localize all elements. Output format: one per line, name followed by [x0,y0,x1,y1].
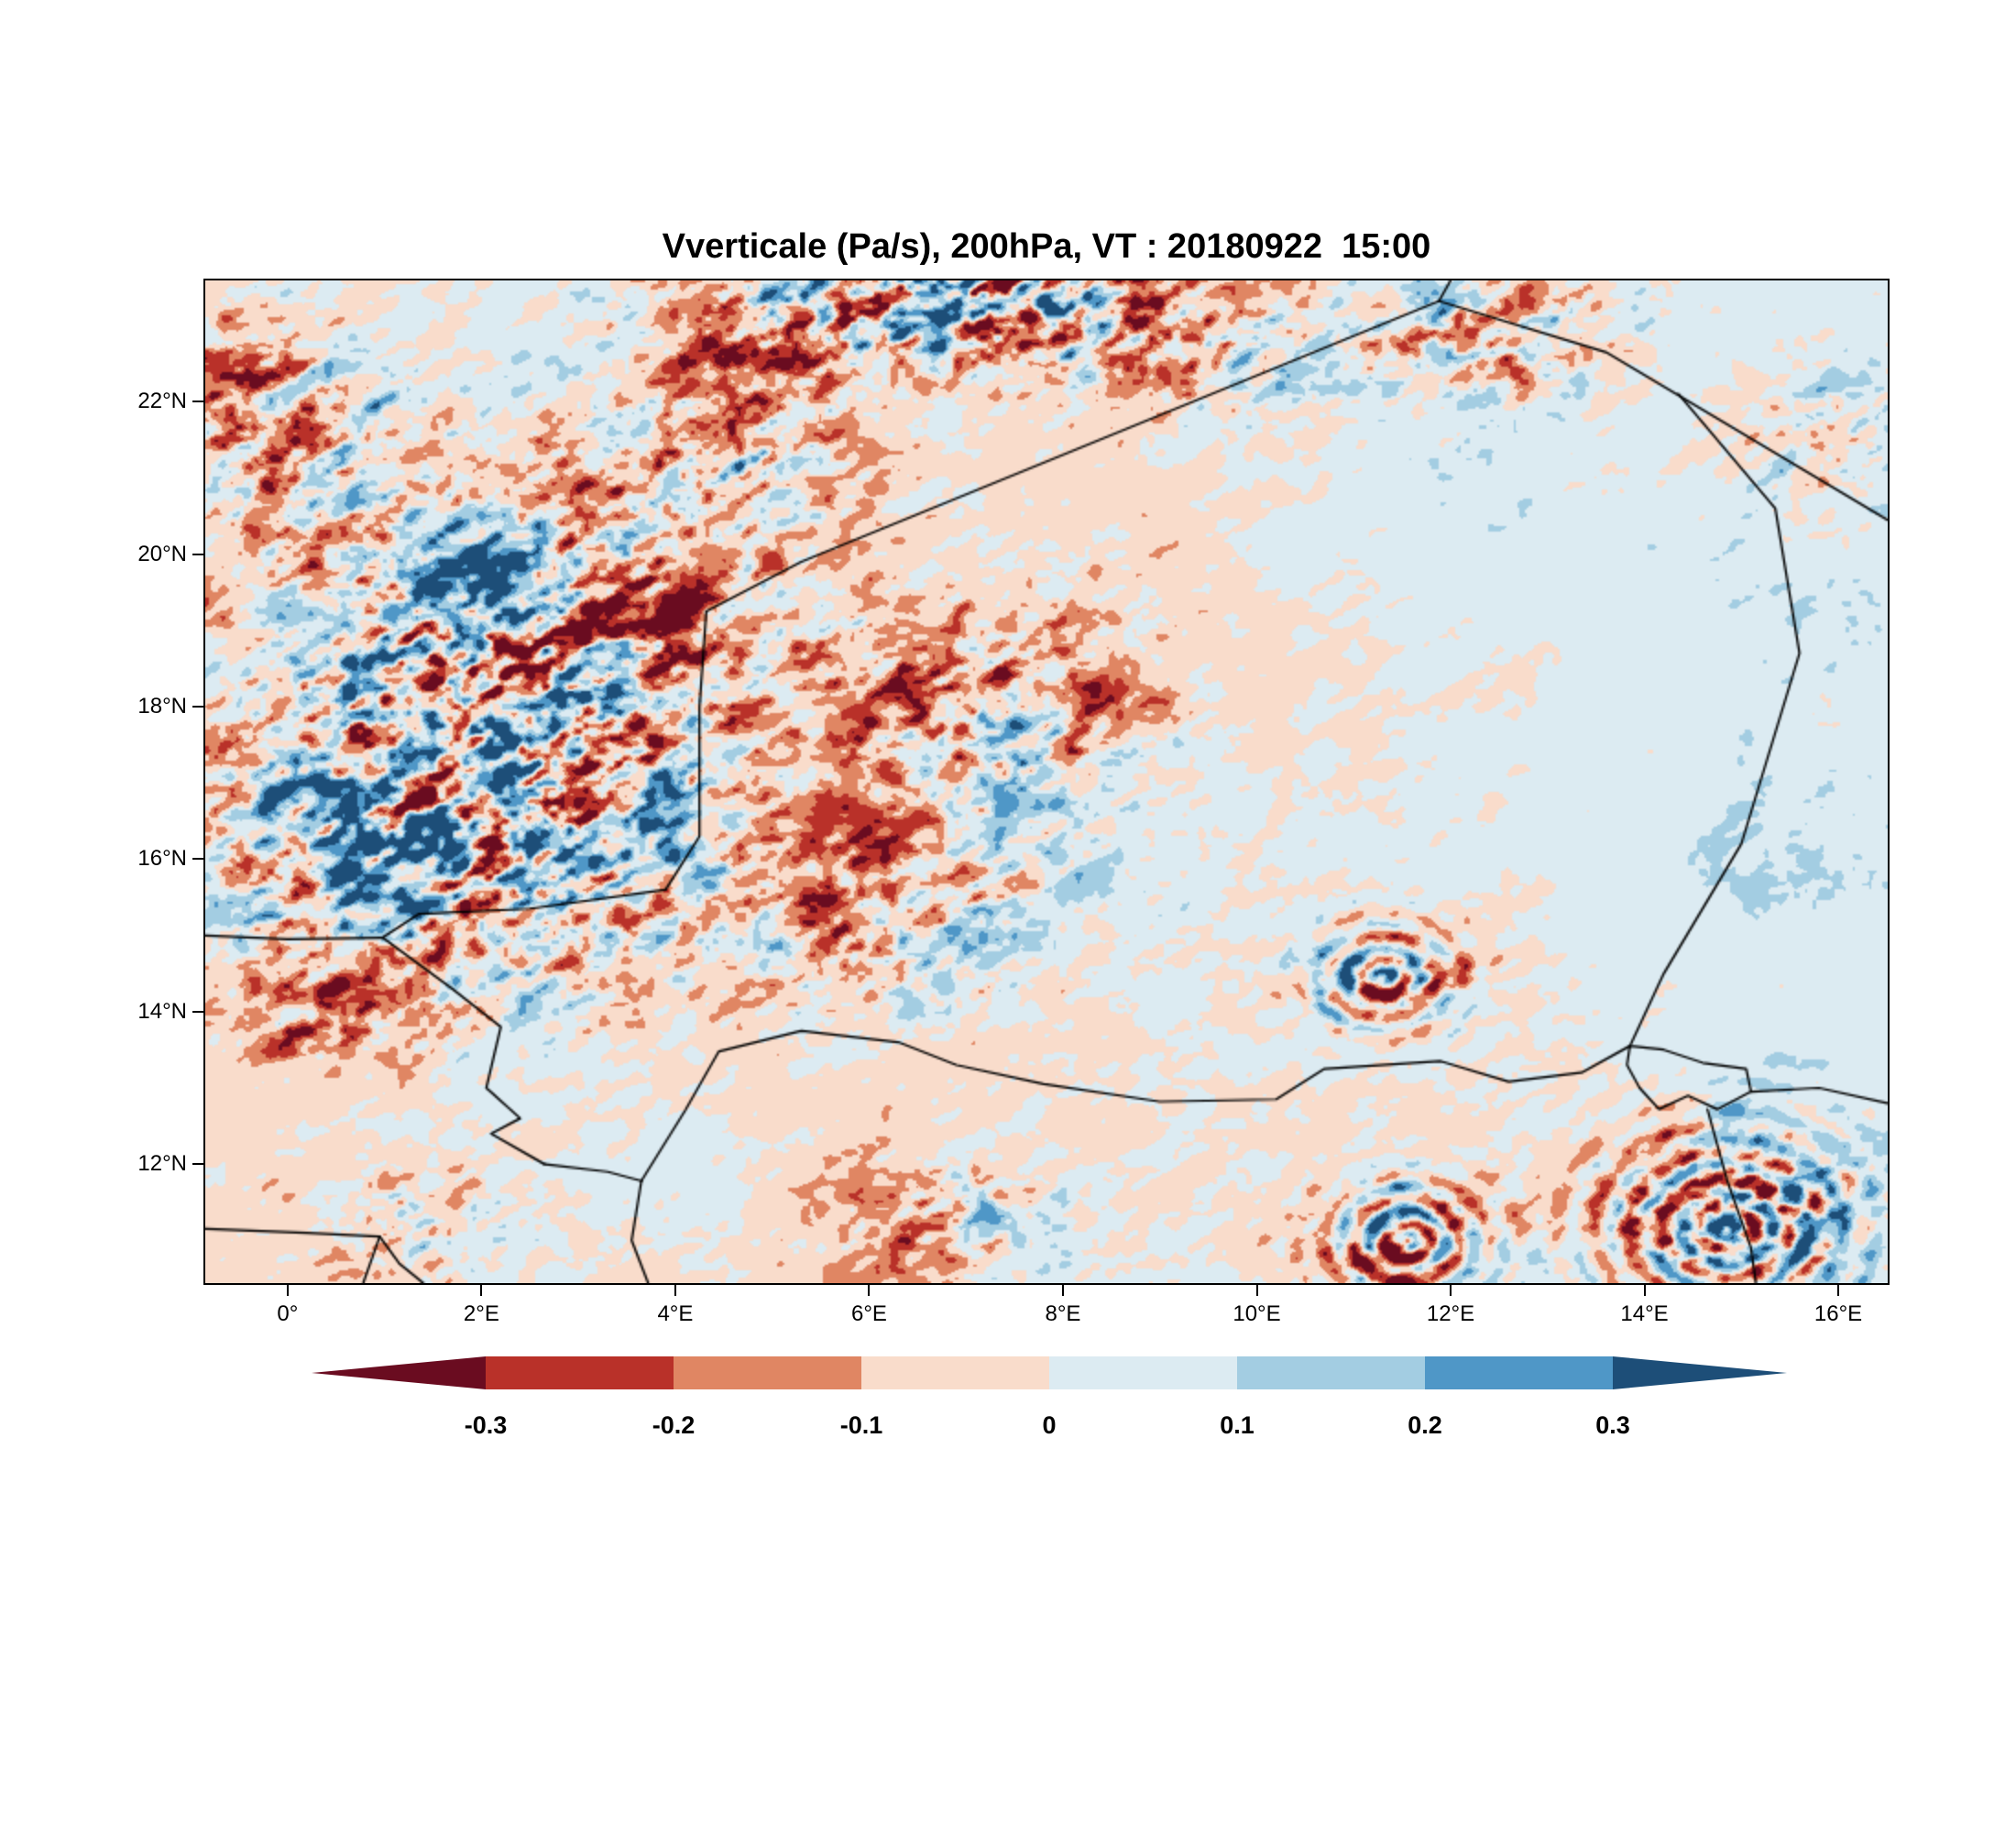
y-tick-label: 18°N [137,694,187,719]
colorbar-tick-label: -0.2 [652,1411,696,1439]
colorbar-segment [1613,1356,1787,1389]
x-axis-tick [480,1285,483,1296]
y-tick-label: 14°N [137,998,187,1024]
colorbar-segment [1425,1356,1613,1389]
x-tick-label: 2°E [463,1301,499,1326]
x-axis-tick [868,1285,871,1296]
colorbar-tick-label: -0.3 [464,1411,508,1439]
y-tick-label: 12°N [137,1151,187,1177]
colorbar-tick-label: 0.2 [1408,1411,1442,1439]
x-tick-label: 12°E [1426,1301,1475,1326]
y-tick-label: 22°N [137,389,187,414]
colorbar-tick-label: 0.1 [1220,1411,1255,1439]
y-tick-label: 16°N [137,846,187,872]
y-axis-tick [192,553,203,555]
x-axis-tick [674,1285,676,1296]
chart-title: Vverticale (Pa/s), 200hPa, VT : 20180922… [662,227,1431,266]
x-tick-label: 4°E [657,1301,694,1326]
y-axis-tick [192,858,203,861]
x-axis-tick [1450,1285,1452,1296]
colorbar-tick-label: 0.3 [1595,1411,1630,1439]
x-axis-tick [1061,1285,1064,1296]
colorbar-segment [312,1356,486,1389]
map-plot-area [203,279,1890,1285]
x-tick-label: 14°E [1620,1301,1669,1326]
x-axis-tick [1837,1285,1840,1296]
colorbar [312,1356,1787,1389]
colorbar-tick-label: 0 [1042,1411,1057,1439]
y-axis-tick [192,1163,203,1166]
y-axis-tick [192,706,203,708]
x-tick-label: 10°E [1233,1301,1281,1326]
colorbar-segment [1049,1356,1237,1389]
colorbar-segment [861,1356,1049,1389]
colorbar-segment [486,1356,674,1389]
x-tick-label: 8°E [1045,1301,1081,1326]
y-axis-tick [192,401,203,403]
x-axis-tick [1643,1285,1646,1296]
x-axis-tick [286,1285,289,1296]
x-tick-label: 16°E [1813,1301,1863,1326]
y-tick-label: 20°N [137,541,187,566]
colorbar-segment [674,1356,861,1389]
vertical-velocity-field-canvas [205,280,1888,1283]
x-axis-tick [1255,1285,1258,1296]
y-axis-tick [192,1010,203,1013]
x-tick-label: 0° [277,1301,299,1326]
x-tick-label: 6°E [850,1301,887,1326]
colorbar-tick-label: -0.1 [839,1411,883,1439]
colorbar-segment [1237,1356,1425,1389]
